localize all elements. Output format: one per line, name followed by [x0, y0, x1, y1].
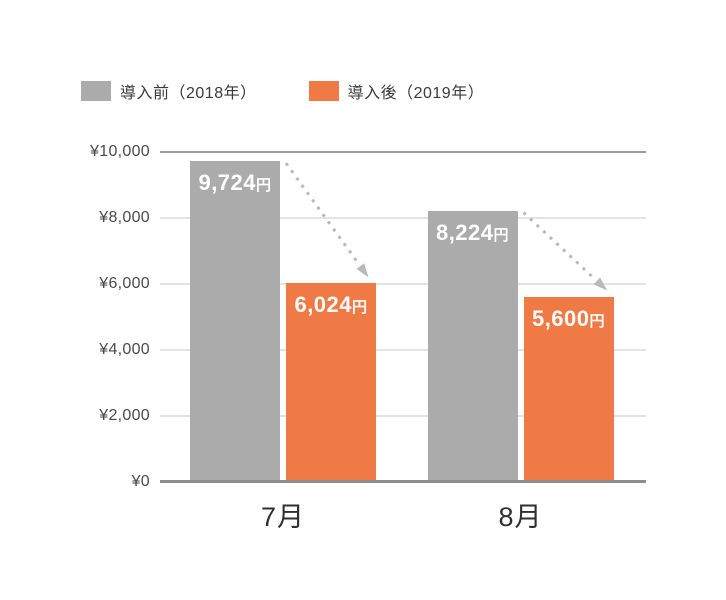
bar-8月-before: 8,224円 — [427, 210, 518, 482]
plot-area: 9,724円 6,024円 8,224円 5,600円 — [160, 151, 646, 483]
x-axis-label-7月: 7月 — [260, 502, 306, 532]
chart-legend: 導入前（2018年） 導入後（2019年） — [81, 79, 484, 103]
gridline-2000 — [160, 415, 646, 417]
y-axis-tick-8000: ¥8,000 — [99, 209, 150, 226]
gridline-6000 — [160, 283, 646, 285]
bar-value-label: 5,600円 — [531, 306, 606, 332]
legend-label-after: 導入後（2019年） — [347, 85, 485, 102]
y-axis-tick-4000: ¥4,000 — [99, 341, 150, 358]
bar-7月-before: 9,724円 — [190, 161, 280, 482]
y-axis-tick-10000: ¥10,000 — [90, 143, 150, 160]
gridline-4000 — [160, 349, 646, 351]
gridline-10000 — [160, 151, 646, 153]
legend-swatch-after-icon — [308, 81, 339, 101]
gridline-0 — [160, 480, 646, 483]
bar-7月-after: 6,024円 — [286, 283, 376, 482]
x-axis-label-8月: 8月 — [498, 502, 543, 532]
legend-swatch-before-icon — [81, 81, 111, 101]
y-axis-tick-0: ¥0 — [131, 473, 150, 490]
legend-label-before: 導入前（2018年） — [120, 85, 257, 102]
y-axis-tick-2000: ¥2,000 — [99, 407, 150, 424]
bar-value-label: 6,024円 — [294, 292, 368, 318]
legend-item-after: 導入後（2019年） — [308, 79, 485, 103]
bar-value-label: 9,724円 — [198, 170, 272, 196]
y-axis-tick-6000: ¥6,000 — [99, 275, 150, 292]
bar-value-label: 8,224円 — [435, 219, 510, 245]
gridline-8000 — [160, 217, 646, 219]
legend-item-before: 導入前（2018年） — [81, 79, 257, 103]
bar-8月-after: 5,600円 — [523, 297, 614, 482]
